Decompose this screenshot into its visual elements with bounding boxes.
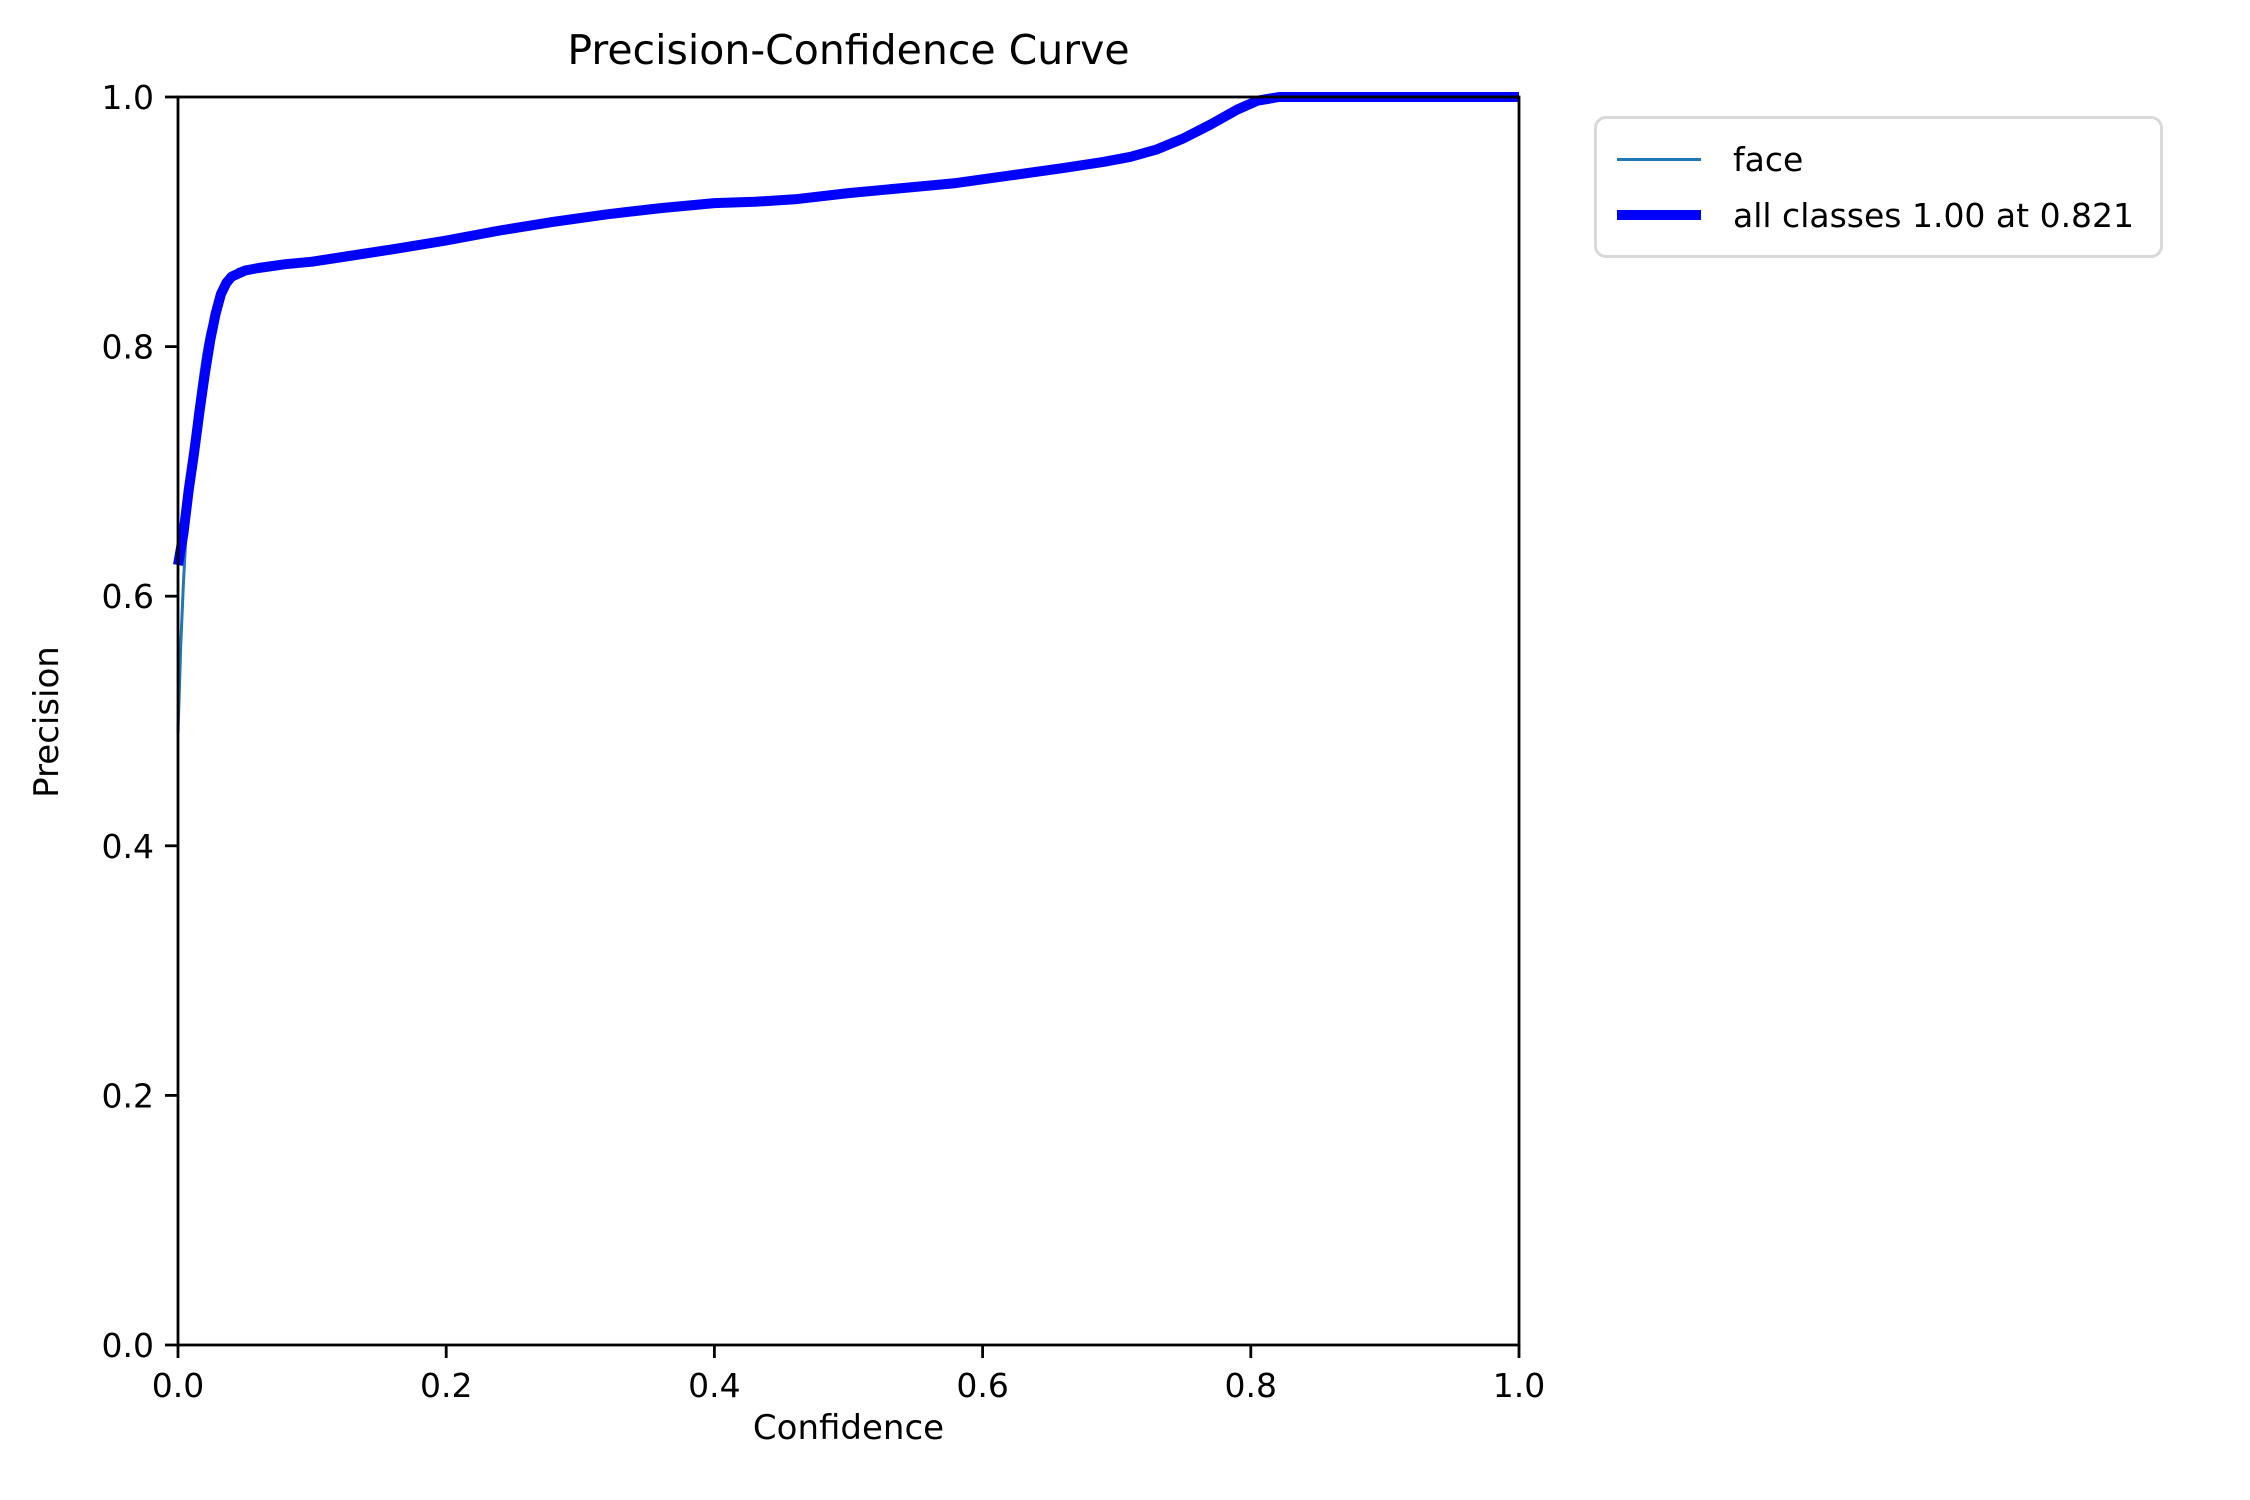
y-tick-label: 0.8: [102, 328, 154, 367]
x-tick-label: 0.8: [1225, 1366, 1277, 1405]
chart-title: Precision-Confidence Curve: [567, 26, 1130, 74]
y-axis-label: Precision: [27, 646, 67, 798]
y-axis-ticks: 0.0 0.2 0.4 0.6 0.8 1.0: [102, 78, 178, 1365]
y-tick-label: 0.4: [102, 827, 154, 866]
x-tick-label: 0.0: [152, 1366, 204, 1405]
y-tick-label: 0.6: [102, 577, 154, 616]
legend: face all classes 1.00 at 0.821: [1594, 116, 2164, 258]
x-tick-label: 0.6: [956, 1366, 1008, 1405]
y-tick-label: 0.2: [102, 1076, 154, 1115]
y-tick-label: 0.0: [102, 1326, 154, 1365]
legend-item-face: face: [1617, 131, 2134, 187]
x-tick-label: 0.2: [420, 1366, 472, 1405]
curve-all-classes: [173, 92, 1519, 566]
axes-spines: [176, 95, 1521, 1347]
legend-label: face: [1733, 139, 1804, 179]
legend-line-sample-face: [1617, 157, 1701, 161]
x-tick-label: 1.0: [1493, 1366, 1545, 1405]
x-axis-ticks: 0.0 0.2 0.4 0.6 0.8 1.0: [152, 1345, 1545, 1405]
legend-line-sample-all-classes: [1617, 210, 1701, 220]
y-tick-label: 1.0: [102, 78, 154, 117]
x-tick-label: 0.4: [688, 1366, 740, 1405]
legend-label: all classes 1.00 at 0.821: [1733, 195, 2135, 235]
legend-item-all-classes: all classes 1.00 at 0.821: [1617, 187, 2134, 243]
x-axis-label: Confidence: [752, 1408, 945, 1448]
